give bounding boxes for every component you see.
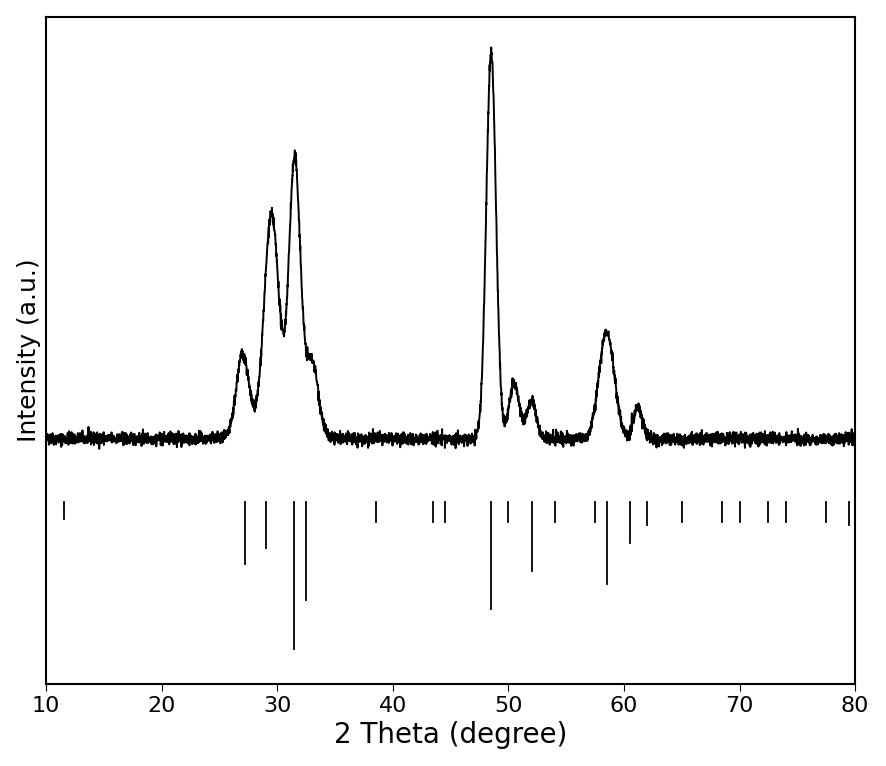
X-axis label: 2 Theta (degree): 2 Theta (degree) [334,722,567,749]
Y-axis label: Intensity (a.u.): Intensity (a.u.) [17,258,41,442]
